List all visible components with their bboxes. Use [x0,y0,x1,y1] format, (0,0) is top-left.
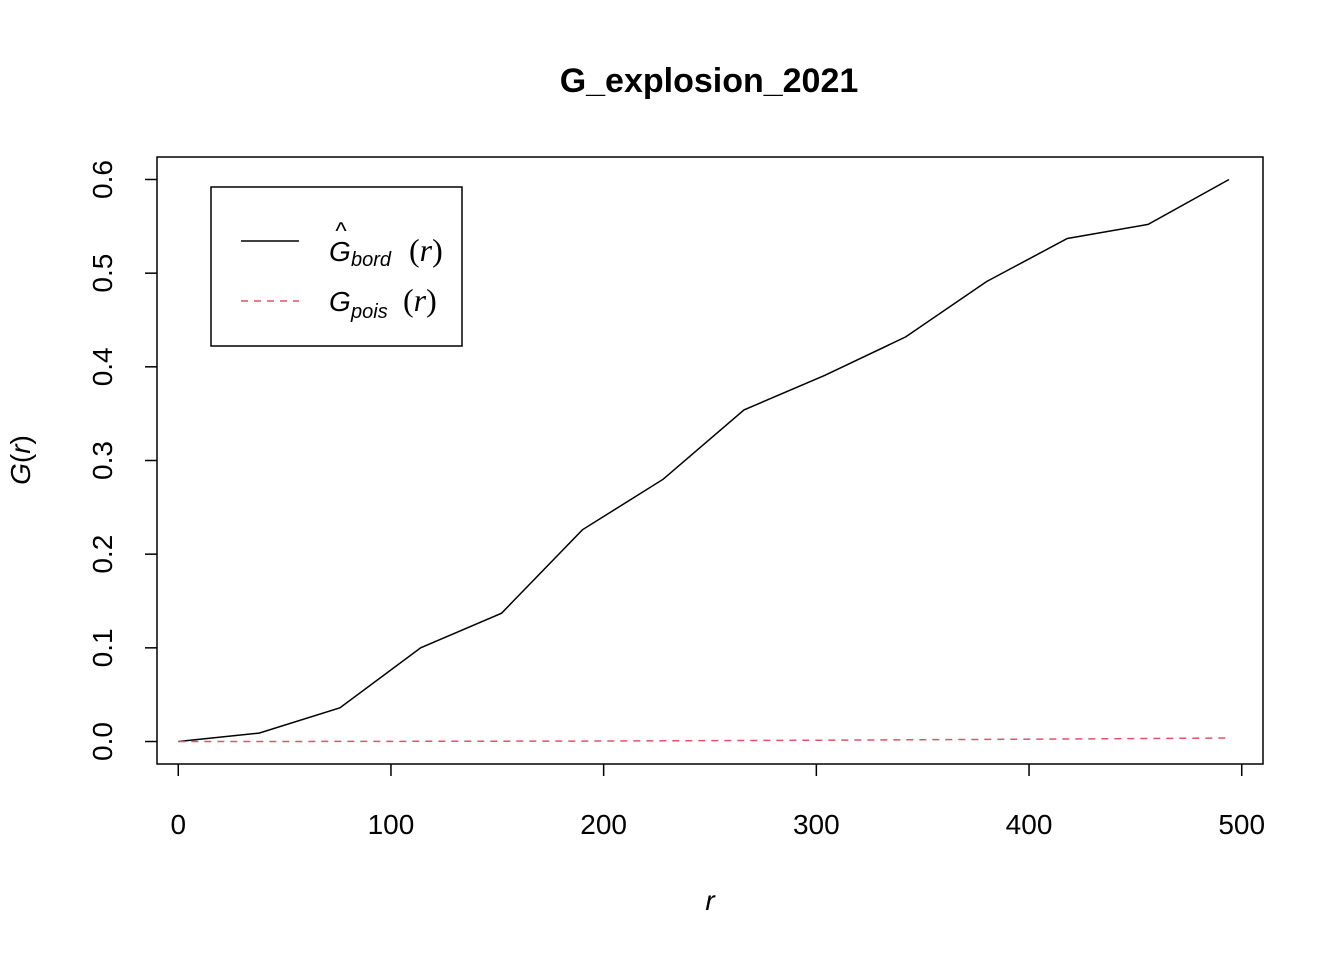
legend-label-bord-main: G [329,236,351,267]
y-tick-label: 0.5 [87,254,118,293]
y-tick-label: 0.1 [87,628,118,667]
y-axis: 0.0 0.1 0.2 0.3 0.4 0.5 0.6 [87,160,157,761]
x-tick-label: 100 [368,809,415,840]
legend-label-pois-sub: pois [350,301,388,323]
legend-label-pois: G pois (r) [329,282,437,323]
y-axis-label-arg: r [5,443,36,454]
y-axis-label-open-paren: ( [5,453,36,463]
x-axis-label: r [705,885,716,916]
legend-label-pois-arg: (r) [403,282,437,318]
series-line-pois [178,737,1230,743]
y-tick-label: 0.3 [87,441,118,480]
y-axis-label-close-paren: ) [5,435,36,444]
chart-title: G_explosion_2021 [560,62,859,100]
y-tick-label: 0.4 [87,347,118,386]
x-tick-label: 500 [1218,809,1265,840]
y-tick-label: 0.2 [87,535,118,574]
y-axis-label-main: G [5,463,36,485]
y-tick-label: 0.6 [87,160,118,199]
series-layer [178,178,1230,743]
x-tick-label: 300 [793,809,840,840]
x-axis: 0 100 200 300 400 500 [170,764,1265,840]
y-axis-label: G(r) [5,435,36,485]
legend-label-bord: ^ G bord (r) [329,218,443,271]
x-tick-label: 0 [170,809,186,840]
legend: ^ G bord (r) G pois (r) [210,186,463,347]
x-tick-label: 200 [580,809,627,840]
legend-label-bord-sub: bord [351,249,392,271]
legend-label-bord-hat: ^ [335,218,347,245]
legend-box [210,186,463,347]
legend-label-pois-main: G [329,286,351,317]
series-line-bord [178,178,1230,743]
y-tick-label: 0.0 [87,722,118,761]
x-tick-label: 400 [1006,809,1053,840]
legend-label-bord-arg: (r) [409,232,443,268]
